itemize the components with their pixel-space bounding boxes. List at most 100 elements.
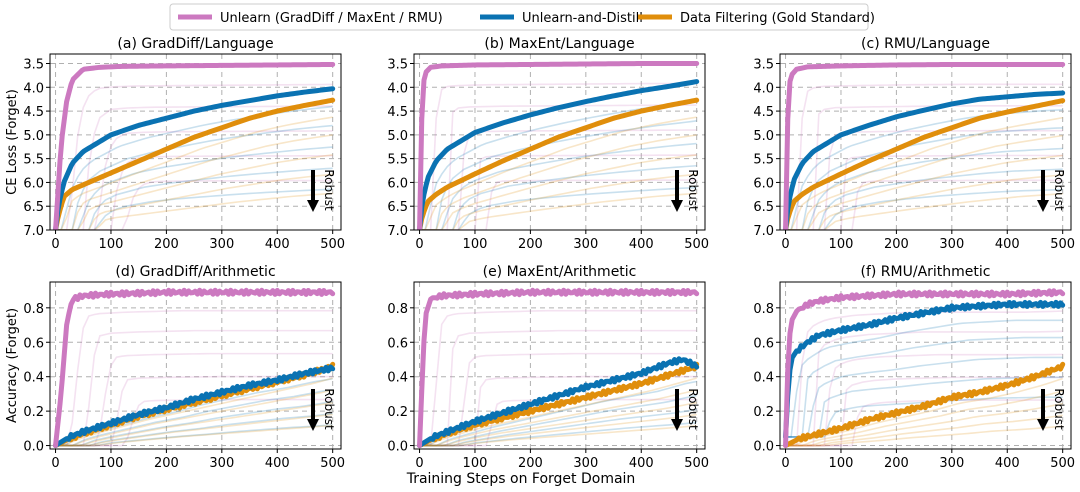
faint-run-filter [419,116,697,230]
plot-frame [49,281,342,450]
x-tick-label: 200 [518,456,543,471]
faint-run-unlearn [55,309,333,447]
faint-run-distill [55,424,333,447]
faint-run-distill [785,376,1063,438]
y-tick-label: 3.5 [23,58,44,73]
faint-run-filter [419,424,697,447]
faint-run-unlearn [419,398,697,447]
faint-run-filter [785,390,1063,447]
faint-run-distill [785,356,1063,438]
x-tick-label: 500 [684,456,709,471]
faint-run-filter [785,134,1063,230]
panel-4: 0 100 200 300 400 500 0.0 0.2 0.4 0.6 0.8 (d) GradD… [5,264,345,471]
x-tick-label: 200 [884,456,909,471]
x-tick-label: 0 [415,237,423,252]
y-tick-label: 7.0 [753,224,774,239]
faint-run-filter [419,401,697,447]
faint-run-filter [55,154,333,230]
x-tick-label: 100 [99,237,124,252]
x-tick-label: 0 [51,237,59,252]
series-line-filter [417,97,700,230]
faint-run-distill [785,319,1063,438]
faint-run-filter [55,134,333,230]
faint-run-unlearn [55,105,333,230]
series-line-distill [783,299,1066,440]
panel-title: (e) MaxEnt/Arithmetic [483,264,637,280]
x-tick-label: 0 [781,237,789,252]
faint-run-unlearn [785,376,1063,447]
faint-run-filter [785,192,1063,230]
y-tick-label: 6.0 [23,176,44,191]
x-tick-label: 400 [629,237,654,252]
robust-arrow-head [307,419,319,431]
faint-run-filter [785,425,1063,447]
robust-label: Robust [1052,388,1066,430]
series-line-distill [53,364,336,449]
robust-label: Robust [322,169,336,211]
panel-title: (c) RMU/Language [861,36,990,52]
faint-run-unlearn [785,353,1063,447]
faint-run-distill [785,109,1063,230]
x-tick-label: 100 [829,456,854,471]
x-tick-label: 100 [463,237,488,252]
y-tick-label: 0.6 [753,336,774,351]
faint-run-filter [785,402,1063,447]
panel-title: (f) RMU/Arithmetic [861,264,991,280]
series-line-distill [53,86,336,230]
faint-run-unlearn [419,82,697,230]
legend-label-unlearn: Unlearn (GradDiff / MaxEnt / RMU) [220,11,443,26]
plot-frame [413,53,706,231]
faint-run-filter [419,154,697,230]
y-tick-label: 5.0 [387,129,408,144]
x-tick-label: 100 [99,456,124,471]
y-tick-label: 6.5 [753,200,774,215]
y-axis-label: Accuracy (Forget) [5,308,20,423]
faint-run-unlearn [785,129,1063,230]
faint-run-filter [419,377,697,447]
faint-run-distill [419,186,697,230]
x-tick-label: 300 [939,456,964,471]
x-tick-label: 0 [781,456,789,471]
y-tick-label: 6.5 [387,200,408,215]
y-tick-label: 7.0 [387,224,408,239]
x-tick-label: 500 [320,237,345,252]
x-tick-label: 400 [995,456,1020,471]
y-tick-label: 3.5 [753,58,774,73]
faint-run-unlearn [55,130,333,230]
x-tick-label: 100 [463,456,488,471]
robust-label: Robust [1052,169,1066,211]
y-tick-label: 6.5 [23,200,44,215]
y-tick-label: 0.0 [753,440,774,455]
legend-label-filter: Data Filtering (Gold Standard) [680,11,875,26]
faint-run-filter [785,154,1063,230]
series-line-filter [783,361,1066,449]
y-tick-label: 5.5 [387,153,408,168]
panel-title: (d) GradDiff/Arithmetic [115,264,275,280]
y-tick-label: 7.0 [23,224,44,239]
faint-run-filter [55,389,333,447]
faint-run-unlearn [419,179,697,230]
legend: Unlearn (GradDiff / MaxEnt / RMU) Unlear… [169,3,875,31]
x-tick-label: 500 [684,237,709,252]
faint-run-distill [785,147,1063,230]
faint-run-distill [55,146,333,230]
faint-run-distill [55,401,333,447]
faint-run-filter [55,173,333,230]
faint-run-unlearn [785,154,1063,230]
faint-run-filter [419,173,697,230]
panel-5: 0 100 200 300 400 500 0.0 0.2 0.4 0.6 0.8 (e) MaxEn… [387,264,709,471]
faint-run-filter [419,134,697,230]
faint-run-distill [419,120,697,230]
y-tick-label: 0.8 [753,302,774,317]
robust-arrow-head [1037,200,1049,212]
x-tick-label: 300 [573,456,598,471]
faint-run-filter [785,414,1063,447]
faint-run-unlearn [55,179,333,230]
y-tick-label: 0.2 [23,405,44,420]
y-tick-label: 0.6 [23,336,44,351]
robust-arrow-head [671,419,683,431]
faint-run-distill [419,408,697,447]
y-tick-label: 4.0 [753,81,774,96]
x-tick-label: 400 [995,237,1020,252]
